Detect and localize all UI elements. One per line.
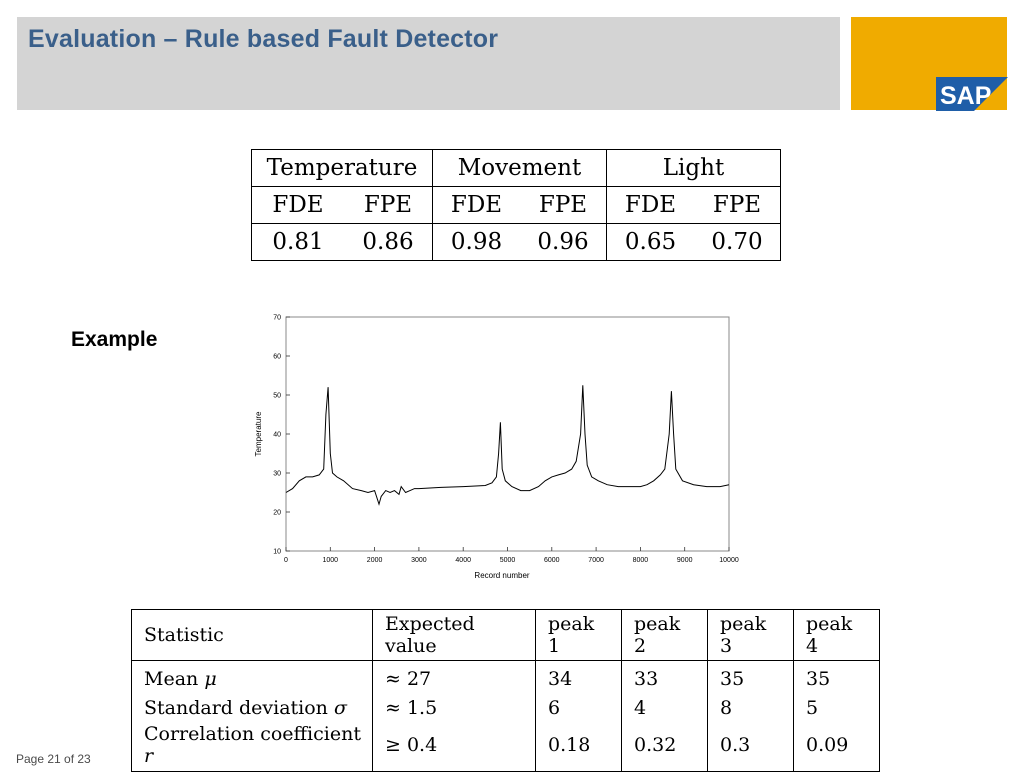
y-tick-label: 20: [273, 510, 281, 517]
peak-value: 35: [707, 660, 794, 693]
y-tick-label: 40: [273, 432, 281, 439]
expected-value: ≈ 1.5: [372, 693, 536, 722]
value-cell: 0.65: [606, 223, 694, 261]
sap-logo: SAP: [936, 77, 1008, 111]
peak-value: 8: [707, 693, 794, 722]
metric-label: FDE: [606, 186, 694, 224]
metric-label: FDE: [432, 186, 520, 224]
value-cell: 0.70: [711, 229, 763, 255]
sap-logo-text: SAP: [940, 82, 991, 110]
stat-name: Correlation coefficient: [144, 723, 361, 745]
stats-header-peak: peak 4: [793, 609, 880, 661]
metric-label: FPE: [520, 186, 607, 224]
peak-value: 0.32: [621, 722, 708, 772]
y-tick-label: 30: [273, 471, 281, 478]
metric-label: FPE: [344, 186, 433, 224]
x-axis-label: Record number: [474, 571, 529, 580]
y-tick-label: 10: [273, 549, 281, 556]
value-cell: 0.98: [432, 223, 520, 261]
stats-header-peak: peak 1: [535, 609, 622, 661]
x-tick-label: 5000: [500, 557, 516, 564]
x-tick-label: 2000: [367, 557, 383, 564]
peak-value: 0.3: [707, 722, 794, 772]
header-bar: [17, 17, 840, 110]
plot-frame: [285, 316, 730, 552]
x-tick-label: 6000: [544, 557, 560, 564]
stat-name-cell: Standard deviation σ: [132, 693, 373, 722]
expected-value: ≈ 27: [372, 660, 536, 693]
group-header-temperature: Temperature: [251, 149, 433, 187]
group-header-light: Light: [606, 149, 781, 187]
y-tick-label: 60: [273, 354, 281, 361]
metric-label: FDE: [251, 186, 344, 224]
x-tick-label: 9000: [677, 557, 693, 564]
stat-name-cell: Correlation coefficient r: [132, 722, 373, 772]
peak-value: 5: [793, 693, 880, 722]
y-tick-label: 50: [273, 393, 281, 400]
peak-value: 34: [535, 660, 622, 693]
stat-symbol: r: [144, 745, 154, 767]
statistics-table: Statistic Expected value peak 1 peak 2 p…: [131, 609, 880, 772]
x-tick-label: 3000: [411, 557, 427, 564]
peak-value: 35: [793, 660, 880, 693]
stat-name: Mean: [144, 667, 199, 690]
stats-header-peak: peak 2: [621, 609, 708, 661]
temperature-chart: 10 20 30 40 50 60 70 0 1000 2000 3000 4000 5000 6000…: [254, 315, 739, 581]
temperature-series-line: [285, 385, 730, 506]
x-tick-label: 10000: [719, 557, 739, 564]
value-cell: 0.81: [272, 229, 324, 255]
x-tick-label: 7000: [588, 557, 604, 564]
stat-symbol: σ: [333, 696, 347, 719]
stats-header-statistic: Statistic: [131, 609, 373, 661]
x-tick-label: 0: [284, 557, 288, 564]
stats-header-peak: peak 3: [707, 609, 794, 661]
y-axis: 10 20 30 40 50 60 70: [273, 315, 290, 556]
metric-label: FPE: [694, 186, 781, 224]
performance-table: Temperature Movement Light FDE FPE FDE F…: [251, 149, 781, 261]
peak-value: 33: [621, 660, 708, 693]
value-cell: 0.86: [362, 229, 414, 255]
peak-value: 0.09: [793, 722, 880, 772]
stat-symbol: μ: [204, 667, 217, 690]
stats-header-expected: Expected value: [372, 609, 536, 661]
group-header-movement: Movement: [432, 149, 607, 187]
x-tick-label: 4000: [455, 557, 471, 564]
stat-name: Standard deviation: [144, 696, 328, 719]
value-cell: 0.96: [537, 229, 589, 255]
peak-value: 0.18: [535, 722, 622, 772]
y-axis-label: Temperature: [254, 411, 263, 456]
slide-title: Evaluation – Rule based Fault Detector: [28, 25, 499, 53]
x-tick-label: 1000: [323, 557, 339, 564]
stat-name-cell: Mean μ: [132, 661, 373, 694]
y-tick-label: 70: [273, 315, 281, 322]
page-number: Page 21 of 23: [16, 752, 91, 766]
example-label: Example: [71, 328, 158, 351]
x-axis: 0 1000 2000 3000 4000 5000 6000 7000 8000 9000 100…: [284, 547, 739, 564]
peak-value: 4: [621, 693, 708, 722]
x-tick-label: 8000: [633, 557, 649, 564]
peak-value: 6: [535, 693, 622, 722]
expected-value: ≥ 0.4: [372, 722, 536, 772]
